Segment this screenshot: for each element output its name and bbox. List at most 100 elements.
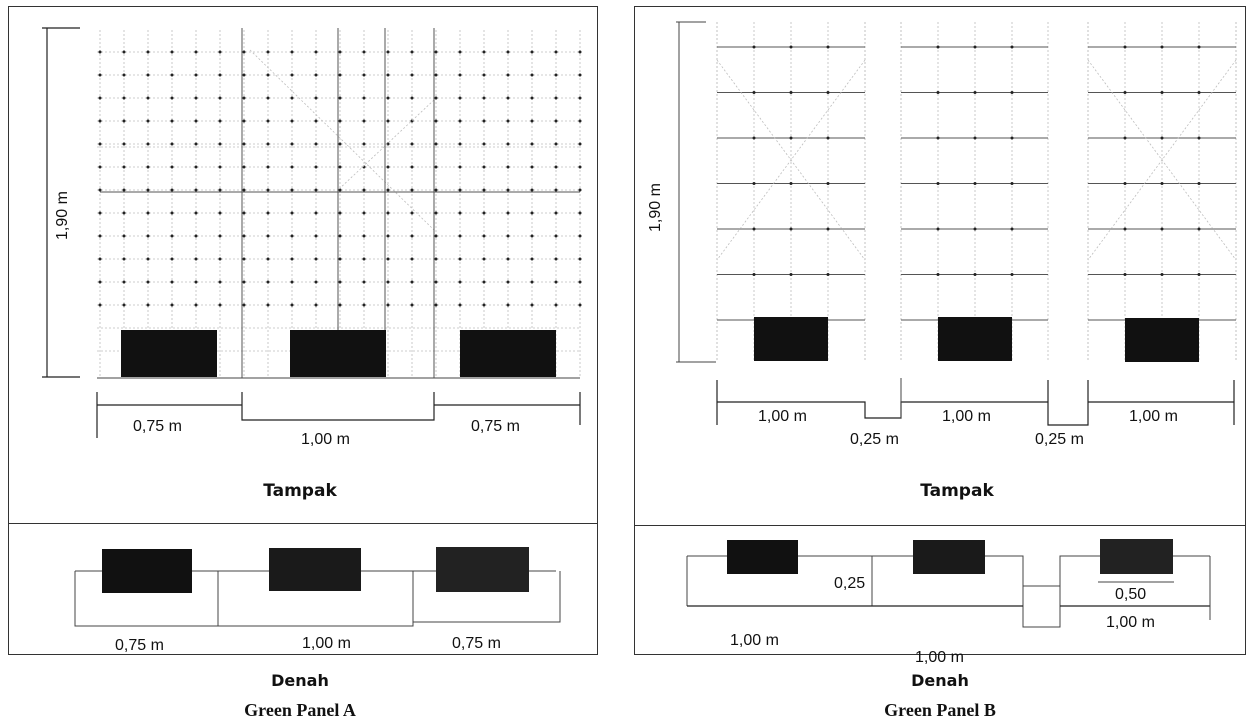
panel-b-grid-node xyxy=(826,136,830,140)
panel-b-height-label: 1,90 m xyxy=(647,183,664,232)
panel-a-grid-node xyxy=(338,303,342,307)
panel-a-grid-node xyxy=(506,165,510,169)
panel-a-grid-node xyxy=(482,165,486,169)
panel-a-grid-node xyxy=(410,188,414,192)
panel-a-grid-node xyxy=(314,211,318,215)
panel-b-grid-node xyxy=(789,91,793,94)
panel-a-width-3: 0,75 m xyxy=(471,418,520,435)
panel-a-grid-node xyxy=(410,280,414,284)
panel-a-grid-node xyxy=(530,211,534,215)
panel-b-grid-node xyxy=(1160,45,1164,49)
panel-a-grid-node xyxy=(386,257,390,261)
panel-a-grid-node xyxy=(506,142,510,146)
panel-a-grid-node xyxy=(458,257,462,261)
panel-a-grid-node xyxy=(290,188,294,192)
panel-a-diagonal xyxy=(249,49,435,231)
panel-a-grid-node xyxy=(242,188,246,192)
panel-a-denah-bay-2 xyxy=(218,571,414,627)
panel-a-grid-node xyxy=(146,73,150,77)
panel-b-grid-node xyxy=(973,273,977,276)
panel-b-diagonal xyxy=(716,59,866,261)
panel-a-grid-node xyxy=(362,73,366,77)
panel-a-grid-node xyxy=(434,303,438,307)
panel-a-grid-node xyxy=(122,234,126,238)
panel-a-grid-node xyxy=(362,50,366,54)
panel-a-grid-node xyxy=(338,165,342,169)
panel-a-grid-node xyxy=(578,211,582,215)
panel-a-grid-node xyxy=(242,211,246,215)
panel-a-grid-node xyxy=(362,142,366,146)
panel-a-grid-node xyxy=(122,50,126,54)
panel-a-grid-node xyxy=(242,73,246,77)
panel-a-grid-node xyxy=(458,280,462,284)
panel-a-grid-node xyxy=(146,303,150,307)
panel-a-grid-node xyxy=(338,73,342,77)
panel-a-grid-node xyxy=(554,96,558,100)
panel-a-tampak-frame xyxy=(8,6,598,524)
panel-a-grid-node xyxy=(506,50,510,54)
panel-a-grid-node xyxy=(218,211,222,215)
panel-b-grid-node xyxy=(1160,273,1164,276)
panel-a-planter-1 xyxy=(121,330,217,377)
panel-a-grid-node xyxy=(122,280,126,284)
panel-a-grid-node xyxy=(482,257,486,261)
panel-a-grid-node xyxy=(242,50,246,54)
panel-a-grid-node xyxy=(410,211,414,215)
panel-a-grid-node xyxy=(242,234,246,238)
panel-b-grid-node xyxy=(789,136,793,140)
panel-a-grid-node xyxy=(314,50,318,54)
panel-a-grid-node xyxy=(98,119,102,123)
panel-a-grid-node xyxy=(98,165,102,169)
panel-b-grid-node xyxy=(826,273,830,276)
panel-a-grid-node xyxy=(434,96,438,100)
panel-a-grid-node xyxy=(290,303,294,307)
panel-a-grid-node xyxy=(266,188,270,192)
panel-a-grid-node xyxy=(122,211,126,215)
panel-b-grid-node xyxy=(1123,91,1127,94)
panel-a-grid-node xyxy=(218,50,222,54)
panel-a-grid-node xyxy=(554,211,558,215)
panel-a-grid-node xyxy=(314,119,318,123)
panel-b-grid-node xyxy=(973,182,977,185)
panel-a-grid-node xyxy=(506,303,510,307)
panel-b-grid-node xyxy=(936,136,940,140)
panel-a-grid-node xyxy=(242,257,246,261)
panel-a-grid-node xyxy=(434,280,438,284)
panel-a-grid-node xyxy=(362,257,366,261)
panel-a-grid-node xyxy=(410,303,414,307)
panel-a-grid-node xyxy=(434,142,438,146)
panel-b-grid-node xyxy=(936,273,940,276)
panel-a-grid-node xyxy=(194,165,198,169)
panel-a-grid-node xyxy=(338,142,342,146)
panel-a-grid-node xyxy=(458,142,462,146)
panel-b-grid-node xyxy=(752,45,756,49)
panel-a-grid-node xyxy=(98,211,102,215)
panel-a-grid-node xyxy=(98,234,102,238)
panel-a-grid-node xyxy=(434,165,438,169)
panel-a-grid-node xyxy=(482,234,486,238)
panel-a-grid-node xyxy=(338,234,342,238)
panel-a-grid-node xyxy=(386,280,390,284)
panel-a-grid-node xyxy=(314,96,318,100)
panel-a-grid-node xyxy=(146,211,150,215)
panel-a-height-label: 1,90 m xyxy=(54,191,71,240)
panel-a-grid-node xyxy=(530,188,534,192)
panel-a-grid-node xyxy=(242,96,246,100)
panel-a-grid-node xyxy=(98,303,102,307)
panel-a-grid-node xyxy=(266,165,270,169)
panel-a-grid-node xyxy=(290,50,294,54)
panel-b-gap-1: 0,25 m xyxy=(850,431,899,448)
panel-a-grid-node xyxy=(266,142,270,146)
panel-a-grid-node xyxy=(386,188,390,192)
panel-b-grid-node xyxy=(1123,136,1127,140)
panel-a-grid-node xyxy=(482,142,486,146)
panel-a-grid-node xyxy=(170,303,174,307)
panel-a-denah-planter-3 xyxy=(436,547,529,592)
panel-a-grid-node xyxy=(170,257,174,261)
panel-a-grid-node xyxy=(578,188,582,192)
panel-a-grid-node xyxy=(266,50,270,54)
panel-b-grid-node xyxy=(752,136,756,140)
panel-b-grid-node xyxy=(826,182,830,185)
panel-a-grid-node xyxy=(386,234,390,238)
panel-a-grid-node xyxy=(386,119,390,123)
